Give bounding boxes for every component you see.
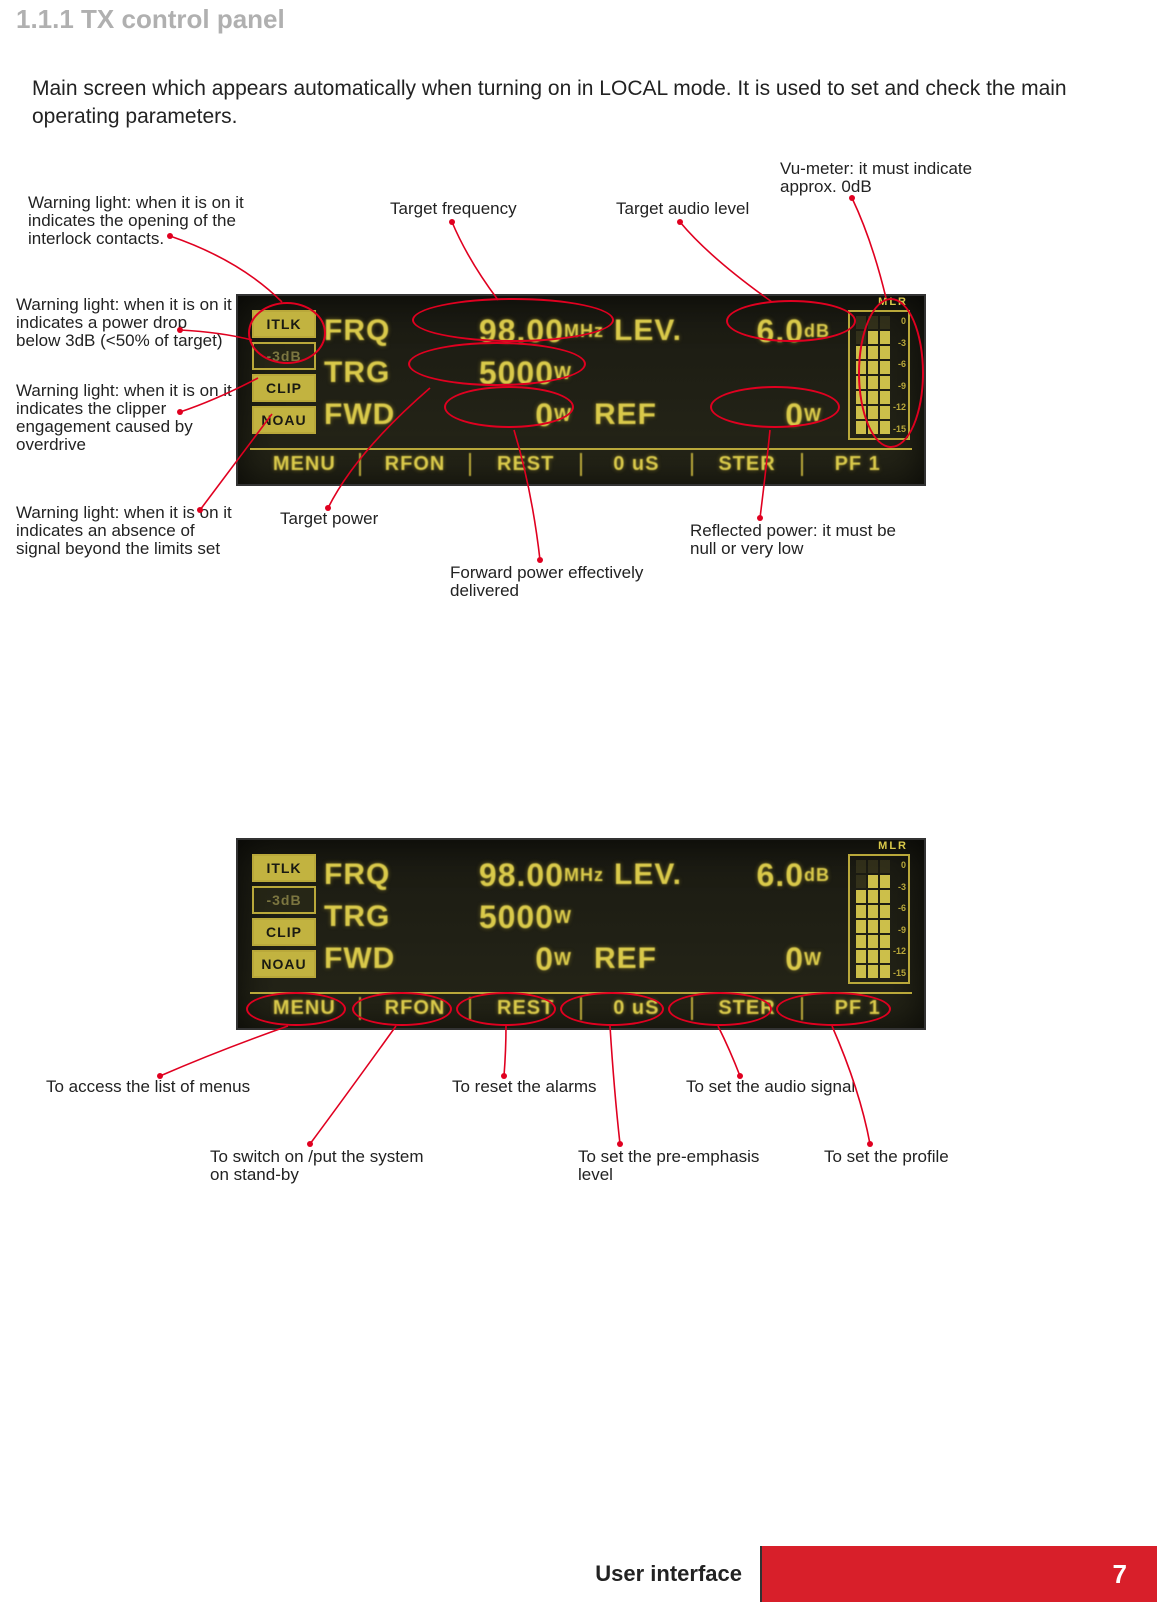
lcd-panel-bottom: ITLK-3dBCLIPNOAUFRQ98.00MHzLEV.6.0dBTRG5… — [236, 838, 926, 1030]
warn-light-itlk: ITLK — [252, 854, 316, 882]
callout-profile: To set the profile — [824, 1148, 949, 1166]
menu-rfon[interactable]: RFON — [361, 997, 472, 1020]
callout-rfon: To switch on /put the system on stand-by — [210, 1148, 430, 1184]
callout-target-freq: Target frequency — [390, 200, 517, 218]
vu-meter: 0-3-6-9-12-15 — [848, 310, 910, 440]
warn-light-itlk: ITLK — [252, 310, 316, 338]
vu-meter: 0-3-6-9-12-15 — [848, 854, 910, 984]
menu-rfon[interactable]: RFON — [361, 453, 472, 476]
warn-light--3db: -3dB — [252, 342, 316, 370]
warn-light-clip: CLIP — [252, 918, 316, 946]
menu-0-us[interactable]: 0 uS — [582, 997, 693, 1020]
callout-vu: Vu-meter: it must indicate approx. 0dB — [780, 160, 980, 196]
callout-clip: Warning light: when it is on it indicate… — [16, 382, 236, 453]
warn-light-noau: NOAU — [252, 406, 316, 434]
callout-interlock: Warning light: when it is on it indicate… — [28, 194, 248, 248]
warn-light-noau: NOAU — [252, 950, 316, 978]
menu-rest[interactable]: REST — [471, 997, 582, 1020]
menu-pf-1[interactable]: PF 1 — [803, 997, 912, 1020]
callout-3db: Warning light: when it is on it indicate… — [16, 296, 236, 350]
callout-reset: To reset the alarms — [452, 1078, 597, 1096]
warn-light--3db: -3dB — [252, 886, 316, 914]
callout-target-power: Target power — [280, 510, 378, 528]
callout-menus: To access the list of menus — [46, 1078, 250, 1096]
menu-menu[interactable]: MENU — [250, 997, 361, 1020]
callout-fwd: Forward power effectively delivered — [450, 564, 660, 600]
lcd-panel-top: ITLK-3dBCLIPNOAUFRQ98.00MHzLEV.6.0dBTRG5… — [236, 294, 926, 486]
callout-ref: Reflected power: it must be null or very… — [690, 522, 910, 558]
footer-red-block: 7 — [762, 1546, 1157, 1602]
section-title: 1.1.1 TX control panel — [0, 0, 1157, 35]
menu-menu[interactable]: MENU — [250, 453, 361, 476]
intro-paragraph: Main screen which appears automatically … — [0, 35, 1157, 132]
callout-target-audio: Target audio level — [616, 200, 749, 218]
menu-ster[interactable]: STER — [693, 997, 804, 1020]
footer-section-label: User interface — [0, 1546, 760, 1602]
callout-preemph: To set the pre-emphasis level — [578, 1148, 798, 1184]
menu-ster[interactable]: STER — [693, 453, 804, 476]
warn-light-clip: CLIP — [252, 374, 316, 402]
footer-page-number: 7 — [1113, 1559, 1127, 1590]
menu-pf-1[interactable]: PF 1 — [803, 453, 912, 476]
menu-0-us[interactable]: 0 uS — [582, 453, 693, 476]
callout-noau: Warning light: when it is on it indicate… — [16, 504, 236, 558]
menu-rest[interactable]: REST — [471, 453, 582, 476]
page-footer: User interface 7 — [0, 1546, 1157, 1602]
callout-audio: To set the audio signal — [686, 1078, 855, 1096]
